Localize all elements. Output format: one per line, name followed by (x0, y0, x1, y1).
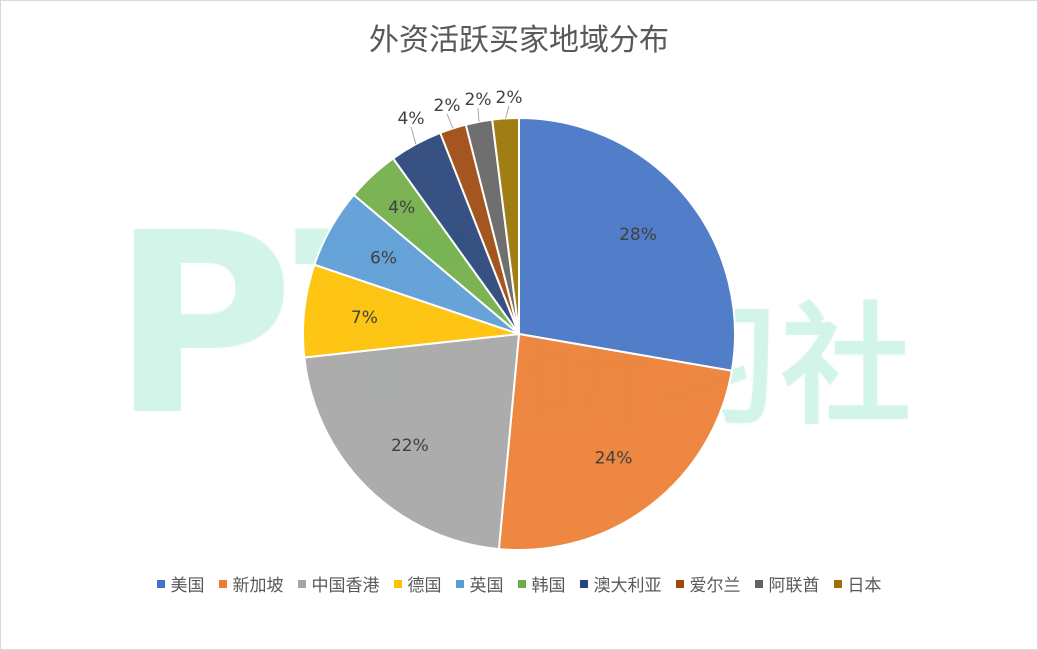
legend-swatch (675, 579, 684, 588)
data-label-7: 2% (434, 96, 461, 116)
legend-item: 韩国 (517, 571, 566, 596)
leader-line-9 (505, 105, 510, 119)
legend-swatch (754, 579, 763, 588)
pie-slice-9 (491, 116, 520, 335)
data-label-0: 28% (619, 225, 657, 245)
legend-item: 爱尔兰 (675, 571, 741, 596)
legend-swatch (297, 579, 306, 588)
legend: 美国 新加坡 中国香港 德国 英国 韩国 澳大利亚 爱尔兰 阿联酋 日本 (1, 571, 1037, 596)
legend-item: 日本 (833, 571, 882, 596)
legend-label: 英国 (469, 576, 504, 596)
legend-item: 美国 (156, 571, 205, 596)
legend-label: 阿联酋 (768, 576, 820, 596)
legend-label: 美国 (170, 576, 205, 596)
legend-item: 英国 (455, 571, 504, 596)
data-label-6: 4% (398, 109, 425, 129)
data-label-1: 24% (595, 449, 633, 469)
legend-item: 阿联酋 (754, 571, 820, 596)
legend-label: 澳大利亚 (593, 576, 662, 596)
legend-swatch (393, 579, 402, 588)
data-label-5: 4% (388, 198, 415, 218)
leader-line-8 (477, 107, 480, 122)
legend-label: 中国香港 (311, 576, 380, 596)
data-label-2: 22% (391, 436, 429, 456)
pie-slice-2 (303, 332, 521, 551)
legend-item: 德国 (393, 571, 442, 596)
legend-item: 澳大利亚 (579, 571, 662, 596)
pie-slice-0 (518, 116, 736, 372)
legend-swatch (579, 579, 588, 588)
legend-label: 新加坡 (232, 576, 284, 596)
pie-slice-1 (497, 332, 734, 551)
legend-item: 新加坡 (218, 571, 284, 596)
legend-item: 中国香港 (297, 571, 380, 596)
leader-line-6 (410, 126, 417, 145)
legend-label: 日本 (847, 576, 882, 596)
legend-label: 韩国 (531, 576, 566, 596)
legend-swatch (218, 579, 227, 588)
legend-swatch (517, 579, 526, 588)
data-label-8: 2% (465, 90, 492, 110)
legend-label: 德国 (407, 576, 442, 596)
leader-line-7 (446, 113, 454, 129)
legend-swatch (455, 579, 464, 588)
legend-swatch (156, 579, 165, 588)
data-label-4: 6% (370, 249, 397, 269)
data-label-3: 7% (351, 308, 378, 328)
legend-label: 爱尔兰 (689, 576, 741, 596)
legend-swatch (833, 579, 842, 588)
data-label-9: 2% (496, 88, 523, 108)
chart-title: 外资活跃买家地域分布 (369, 23, 669, 58)
